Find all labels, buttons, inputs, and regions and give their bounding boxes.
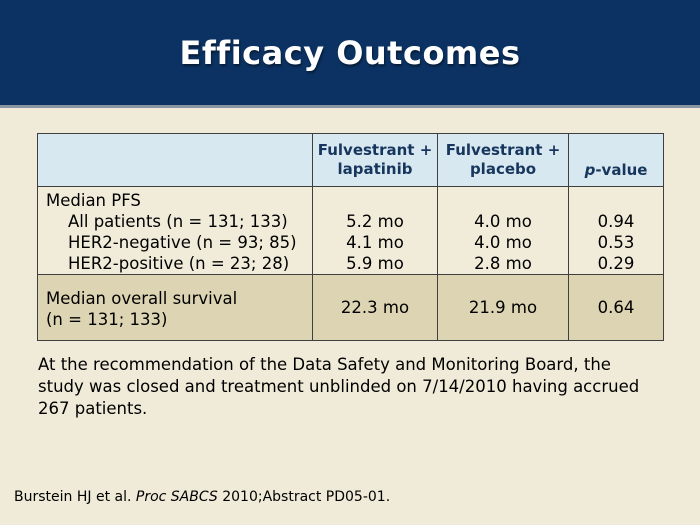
header-lapatinib-line2: lapatinib [337, 160, 413, 178]
os-lapatinib-value: 22.3 mo [312, 274, 438, 341]
pfs-pvalue-her2neg: 0.53 [597, 233, 635, 252]
header-cell-lapatinib: Fulvestrant + lapatinib [312, 133, 438, 187]
pfs-placebo-her2pos: 2.8 mo [474, 254, 532, 273]
pfs-lapatinib-values: 5.2 mo 4.1 mo 5.9 mo [312, 186, 438, 275]
note-line-1: At the recommendation of the Data Safety… [38, 355, 611, 374]
pfs-subrow-her2-positive: HER2-positive (n = 23; 28) [68, 254, 290, 273]
pfs-lapatinib-her2pos: 5.9 mo [346, 254, 404, 273]
note-line-3: 267 patients. [38, 399, 148, 418]
os-label-cell: Median overall survival (n = 131; 133) [37, 274, 313, 341]
pfs-placebo-her2neg: 4.0 mo [474, 233, 532, 252]
pfs-pvalue-her2pos: 0.29 [597, 254, 635, 273]
citation-suffix: 2010;Abstract PD05-01. [217, 489, 391, 505]
os-label-line1: Median overall survival [46, 288, 238, 308]
dsmb-note: At the recommendation of the Data Safety… [38, 354, 678, 420]
pfs-placebo-all: 4.0 mo [474, 212, 532, 231]
efficacy-outcomes-table: Fulvestrant + lapatinib Fulvestrant + pl… [37, 133, 664, 341]
pvalue-rest: -value [595, 161, 648, 179]
pfs-lapatinib-all: 5.2 mo [346, 212, 404, 231]
citation-prefix: Burstein HJ et al. [14, 489, 136, 505]
pvalue-italic-p: p [584, 161, 596, 179]
title-band: Efficacy Outcomes [0, 0, 700, 108]
header-cell-empty [37, 133, 313, 187]
pfs-label-cell: Median PFS All patients (n = 131; 133) H… [37, 186, 313, 275]
os-placebo-value: 21.9 mo [437, 274, 569, 341]
pfs-subrow-her2-negative: HER2-negative (n = 93; 85) [68, 233, 297, 252]
header-cell-pvalue: p-value [568, 133, 664, 187]
header-placebo-line2: placebo [469, 160, 537, 178]
pfs-pvalues: 0.94 0.53 0.29 [568, 186, 664, 275]
median-pfs-row: Median PFS All patients (n = 131; 133) H… [37, 186, 664, 275]
os-pvalue: 0.64 [568, 274, 664, 341]
pfs-section-title: Median PFS [46, 191, 141, 210]
header-lapatinib-line1: Fulvestrant + [317, 141, 433, 159]
header-cell-placebo: Fulvestrant + placebo [437, 133, 569, 187]
note-line-2: study was closed and treatment unblinded… [38, 377, 640, 396]
citation: Burstein HJ et al. Proc SABCS 2010;Abstr… [14, 489, 390, 505]
page-title: Efficacy Outcomes [179, 33, 521, 72]
median-overall-survival-row: Median overall survival (n = 131; 133) 2… [37, 274, 664, 341]
table-header-row: Fulvestrant + lapatinib Fulvestrant + pl… [37, 133, 664, 187]
pfs-subrow-all-patients: All patients (n = 131; 133) [68, 212, 288, 231]
pfs-placebo-values: 4.0 mo 4.0 mo 2.8 mo [437, 186, 569, 275]
citation-journal: Proc SABCS [135, 489, 218, 505]
pfs-pvalue-all: 0.94 [597, 212, 635, 231]
os-label-line2: (n = 131; 133) [46, 309, 168, 329]
header-placebo-line1: Fulvestrant + [445, 141, 561, 159]
pfs-lapatinib-her2neg: 4.1 mo [346, 233, 404, 252]
